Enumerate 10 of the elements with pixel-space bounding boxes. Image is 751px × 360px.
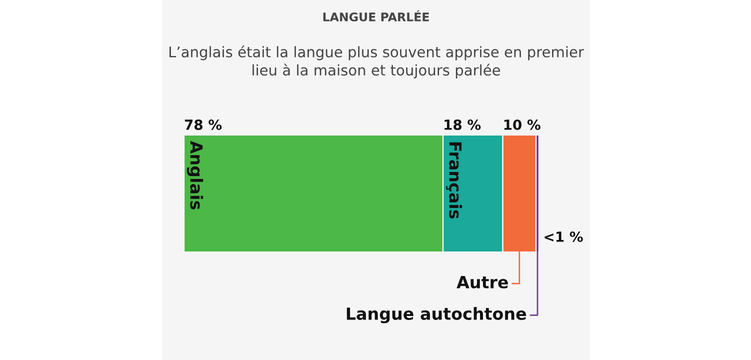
chart-subtitle: L’anglais était la langue plus souvent apprise en premier lieu à la maison et toujours parlée xyxy=(169,46,584,78)
series-label: Français xyxy=(446,142,462,218)
data-label: 10 % xyxy=(504,119,540,130)
series-label: Anglais xyxy=(186,140,204,210)
text: Langue autochtone xyxy=(346,307,526,324)
data-label: 18 % xyxy=(444,119,481,130)
chart-title: LANGUE PARLÉE xyxy=(323,10,429,22)
data-label: 78 % xyxy=(184,119,222,130)
data-label: <1 % xyxy=(544,231,583,242)
series-label: Autre xyxy=(456,276,508,288)
